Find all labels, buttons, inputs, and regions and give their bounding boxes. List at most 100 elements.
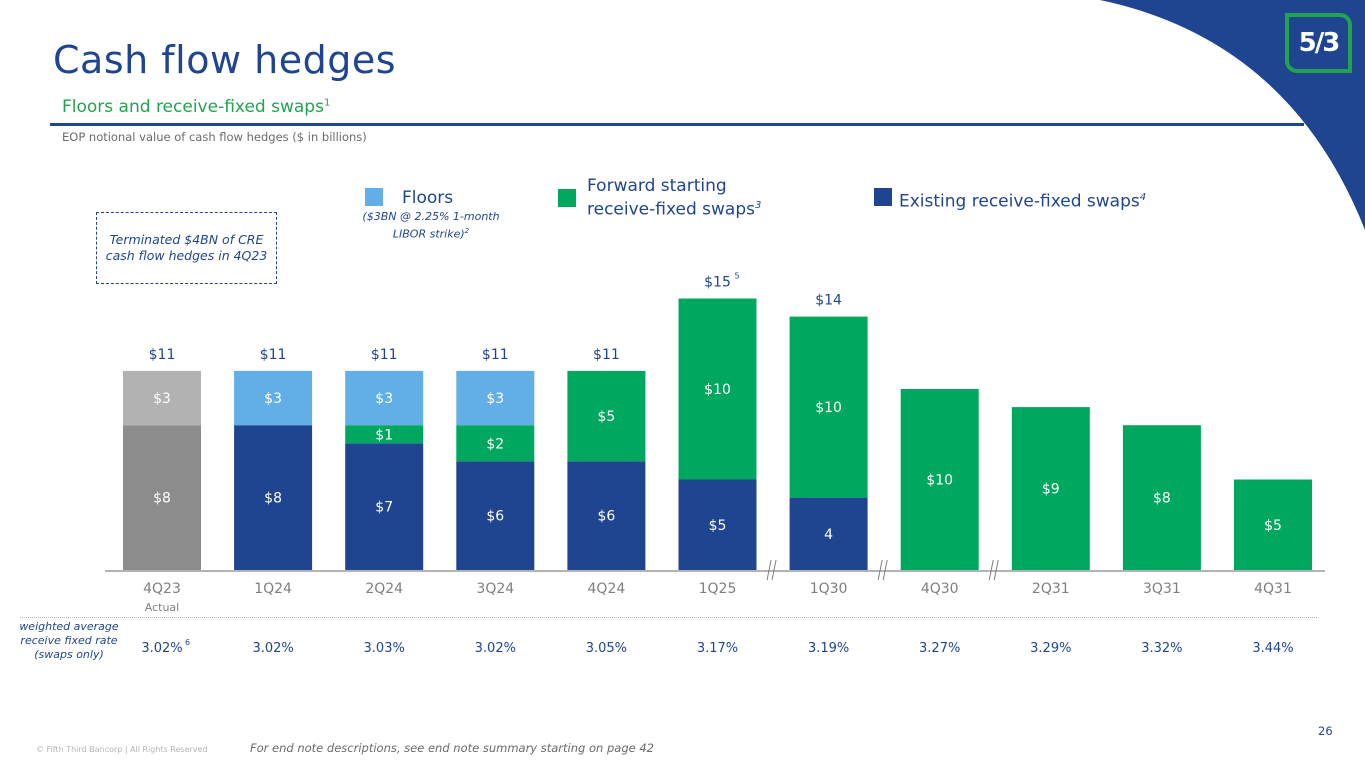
bar-total-label: $11 [371,347,398,363]
x-tick-label: 4Q30 [921,581,959,597]
legend-existing-swaps-label: Existing receive-fixed swaps4 [899,188,1146,212]
bar-segment-2q31-1 [1011,407,1090,570]
bar-value-label: $10 [815,400,842,416]
legend-floors-note: ($3BN @ 2.25% 1-month LIBOR strike)2 [356,210,506,242]
legend-floors-note-text: ($3BN @ 2.25% 1-month LIBOR strike) [362,210,500,241]
bar-value-label: $8 [1153,491,1171,507]
bar-value-label: $10 [704,382,731,398]
x-tick-label: 3Q24 [476,581,514,597]
rate-value: 3.03% [364,641,405,656]
termination-callout: Terminated $4BN of CRE cash flow hedges … [96,212,277,284]
legend-existing-swaps-footnote: 4 [1139,192,1147,203]
rates-row-label: weighted average receive fixed rate (swa… [19,620,119,661]
bar-segment-4q31-1 [1234,479,1312,570]
bar-value-label: $5 [709,518,727,534]
page-title: Cash flow hedges [53,38,397,82]
axis-break-mark [877,559,883,581]
bar-value-label: $3 [375,391,393,407]
bar-segment-4q24-0 [567,461,646,570]
rates-divider [20,617,1317,618]
chart-caption: EOP notional value of cash flow hedges (… [62,130,367,144]
rate-value: 3.02% [141,641,182,656]
bar-segment-1q25-1 [678,298,757,480]
bar-value-label: $3 [264,391,282,407]
x-tick-label: 3Q31 [1143,581,1181,597]
rate-value: 3.44% [1252,641,1293,656]
bar-segment-4q23-2 [123,370,201,426]
rate-value: 3.17% [697,641,738,656]
subtitle-footnote: 1 [323,97,331,109]
bar-segment-3q24-0 [456,461,535,570]
bar-total-label: $11 [260,347,287,363]
legend-forward-swaps-text: Forward starting receive-fixed swaps [587,176,755,220]
bar-value-label: $3 [486,391,504,407]
legend-floors-swatch [365,188,383,206]
bar-value-label: $2 [486,436,504,452]
legend-existing-swaps-swatch [874,188,892,206]
x-tick-label: 1Q24 [254,581,292,597]
fifth-third-logo: 5/3 [1285,13,1352,73]
legend-existing-swaps: Existing receive-fixed swaps4 [874,188,1146,212]
axis-break-mark [988,559,994,581]
rate-value: 3.32% [1141,641,1182,656]
bar-segment-1q25-0 [678,479,757,570]
axis-break-mark [766,559,772,581]
bar-segment-3q31-1 [1122,425,1201,570]
x-tick-label: 1Q25 [699,581,737,597]
bar-total-label: $11 [593,347,620,363]
logo-text: 5/3 [1298,28,1341,58]
legend-existing-swaps-text: Existing receive-fixed swaps [899,191,1140,212]
bar-value-label: $7 [375,500,393,516]
bar-total-label: $11 [482,347,509,363]
bar-segment-4q24-1 [567,370,646,462]
bar-value-label: $9 [1042,482,1060,498]
bar-value-label: $5 [1264,518,1282,534]
subtitle-text: Floors and receive-fixed swaps [62,97,324,117]
bar-total-label: $14 [815,293,842,309]
bar-segment-4q30-1 [900,389,979,570]
rate-value: 3.19% [808,641,849,656]
bar-segment-2q24-0 [345,443,424,570]
bar-value-label: $8 [264,491,282,507]
axis-break-mark [771,559,777,581]
x-tick-label: 4Q24 [588,581,626,597]
bar-segment-1q30-0 [789,497,868,570]
footer-copyright: © Fifth Third Bancorp | All Rights Reser… [36,745,208,754]
bar-segment-1q30-1 [789,316,868,498]
title-divider [50,123,1304,126]
bar-value-label: $8 [153,491,171,507]
axis-break-mark [882,559,888,581]
bar-segment-3q24-1 [456,425,535,462]
x-tick-label: 4Q31 [1254,581,1292,597]
legend-forward-swaps: Forward starting receive-fixed swaps3 [558,176,767,220]
legend-forward-swaps-footnote: 3 [754,200,762,211]
bar-value-label: $3 [153,391,171,407]
bar-total-footnote: 5 [735,272,740,281]
x-tick-label: 4Q23 [143,581,181,597]
bar-value-label: $10 [926,473,953,489]
rate-value: 3.02% [475,641,516,656]
page-number: 26 [1318,724,1333,738]
footer-endnote: For end note descriptions, see end note … [250,741,654,755]
legend-forward-swaps-swatch [558,189,576,207]
legend-floors: Floors [365,188,453,208]
bar-value-label: $1 [375,427,393,443]
x-tick-label: 2Q31 [1032,581,1070,597]
bar-total-label: $11 [149,347,176,363]
bar-segment-1q24-2 [234,370,313,426]
rate-value: 3.02% [252,641,293,656]
bar-segment-2q24-2 [345,370,424,426]
legend-floors-label: Floors [402,188,454,208]
bar-segment-2q24-1 [345,425,424,444]
callout-text: Terminated $4BN of CRE cash flow hedges … [105,232,268,263]
rate-footnote: 6 [185,638,190,647]
x-tick-sublabel: Actual [145,601,179,614]
bar-value-label: $5 [597,409,615,425]
rate-value: 3.27% [919,641,960,656]
bar-segment-1q24-0 [234,425,313,570]
legend-floors-note-footnote: 2 [464,227,470,235]
bar-value-label: $6 [597,509,615,525]
section-subtitle: Floors and receive-fixed swaps1 [62,97,330,117]
rate-value: 3.29% [1030,641,1071,656]
